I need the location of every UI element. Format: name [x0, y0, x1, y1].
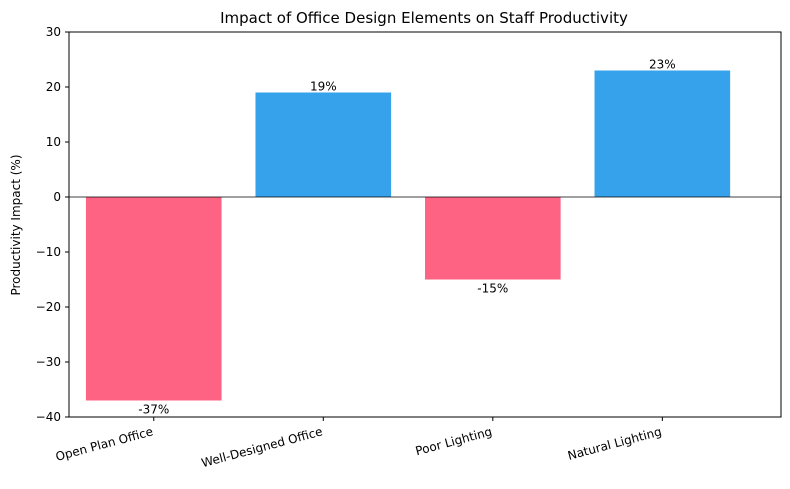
x-axis: Open Plan Office Well-Designed Office Poor… — [54, 417, 663, 470]
bar-natural-lighting — [594, 70, 731, 197]
data-label: 23% — [649, 58, 676, 72]
bar-poor-lighting — [425, 197, 561, 280]
x-tick-label: Well-Designed Office — [200, 424, 324, 470]
bar-well-designed-office — [255, 92, 392, 197]
y-tick-label: −20 — [36, 300, 61, 314]
y-tick-label: −30 — [36, 355, 61, 369]
x-tick-label: Natural Lighting — [566, 424, 663, 463]
chart-title: Impact of Office Design Elements on Staf… — [220, 9, 628, 27]
data-labels-group: -37% 19% -15% 23% — [138, 58, 675, 417]
plot-frame — [68, 31, 782, 418]
y-tick-label: −10 — [36, 245, 61, 259]
y-tick-label: −40 — [36, 410, 61, 424]
y-axis: −40 −30 −20 −10 0 10 20 30 — [36, 25, 69, 424]
y-tick-label: 10 — [46, 135, 61, 149]
x-tick-label: Open Plan Office — [54, 424, 154, 463]
y-tick-label: 20 — [46, 80, 61, 94]
bar-open-plan-office — [85, 197, 222, 401]
y-tick-label: 30 — [46, 25, 61, 39]
bars-group — [85, 70, 731, 401]
data-label: -37% — [138, 403, 169, 417]
x-tick-label: Poor Lighting — [414, 424, 494, 458]
data-label: 19% — [310, 80, 337, 94]
y-tick-label: 0 — [53, 190, 61, 204]
y-axis-label: Productivity Impact (%) — [9, 154, 23, 295]
data-label: -15% — [477, 282, 508, 296]
